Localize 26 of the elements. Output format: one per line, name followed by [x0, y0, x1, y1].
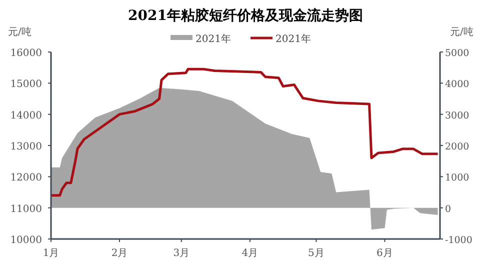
y2-tick-label: 4000 — [445, 79, 470, 90]
x-tick-label: 1月 — [42, 248, 60, 259]
y-tick-label: 10000 — [10, 235, 42, 246]
y-tick-label: 14000 — [10, 110, 42, 122]
y-tick-label: 11000 — [10, 204, 42, 215]
y2-axis-title: 元/吨 — [450, 26, 474, 38]
line-series — [50, 68, 440, 197]
x-tick-label: 6月 — [376, 248, 393, 259]
y2-tick-label: 2000 — [445, 142, 470, 152]
y2-tick-label: 3000 — [445, 110, 470, 122]
y2-tick-label: 0 — [445, 204, 452, 215]
x-tick-label: 2月 — [111, 248, 128, 259]
y2-tick-label: -1000 — [445, 235, 472, 246]
x-tick-label: 3月 — [173, 248, 190, 259]
y2-tick-label: 5000 — [445, 48, 470, 59]
legend-label: 2021年 — [196, 33, 231, 45]
y-tick-label: 16000 — [10, 48, 42, 59]
x-tick-label: 5月 — [308, 248, 324, 259]
chart-title: 2021年粘胶短纤价格及现金流走势图 — [128, 7, 363, 24]
y-tick-label: 15000 — [10, 79, 42, 90]
y-tick-label: 13000 — [10, 142, 42, 152]
y2-tick-label: 1000 — [445, 172, 470, 184]
x-tick-label: 4月 — [242, 248, 258, 259]
y-tick-label: 12000 — [10, 172, 42, 184]
y-axis-title: 元/吨 — [8, 26, 32, 38]
legend-label: 2021年 — [276, 33, 311, 45]
